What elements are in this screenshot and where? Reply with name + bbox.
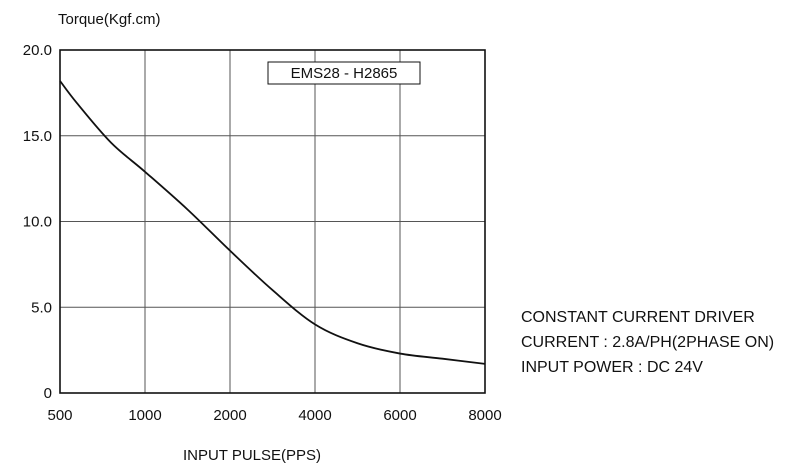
note-current: CURRENT : 2.8A/PH(2PHASE ON) <box>521 334 774 351</box>
x-tick-label: 6000 <box>383 407 416 424</box>
driver-notes: CONSTANT CURRENT DRIVER CURRENT : 2.8A/P… <box>521 309 774 376</box>
legend-label: EMS28 - H2865 <box>291 65 398 82</box>
x-tick-label: 2000 <box>213 407 246 424</box>
y-tick-label: 20.0 <box>23 42 52 59</box>
note-driver: CONSTANT CURRENT DRIVER <box>521 309 755 326</box>
note-power: INPUT POWER : DC 24V <box>521 359 703 376</box>
y-tick-labels: 0 5.0 10.0 15.0 20.0 <box>23 42 52 402</box>
y-tick-label: 15.0 <box>23 128 52 145</box>
legend: EMS28 - H2865 <box>267 61 421 85</box>
legend-box <box>267 61 421 85</box>
torque-curve <box>59 80 486 365</box>
plot-frame <box>59 49 486 394</box>
y-tick-label: 10.0 <box>23 214 52 231</box>
y-tick-label: 5.0 <box>31 299 52 316</box>
x-tick-label: 1000 <box>128 407 161 424</box>
x-tick-label: 8000 <box>468 407 501 424</box>
x-tick-label: 4000 <box>298 407 331 424</box>
y-tick-label: 0 <box>44 385 52 402</box>
grid <box>60 50 485 393</box>
x-tick-labels: 500 1000 2000 4000 6000 8000 <box>47 407 501 424</box>
x-tick-label: 500 <box>47 407 72 424</box>
series-group <box>59 80 486 365</box>
y-axis-label: Torque(Kgf.cm) <box>58 11 161 28</box>
x-axis-label: INPUT PULSE(PPS) <box>183 447 321 464</box>
